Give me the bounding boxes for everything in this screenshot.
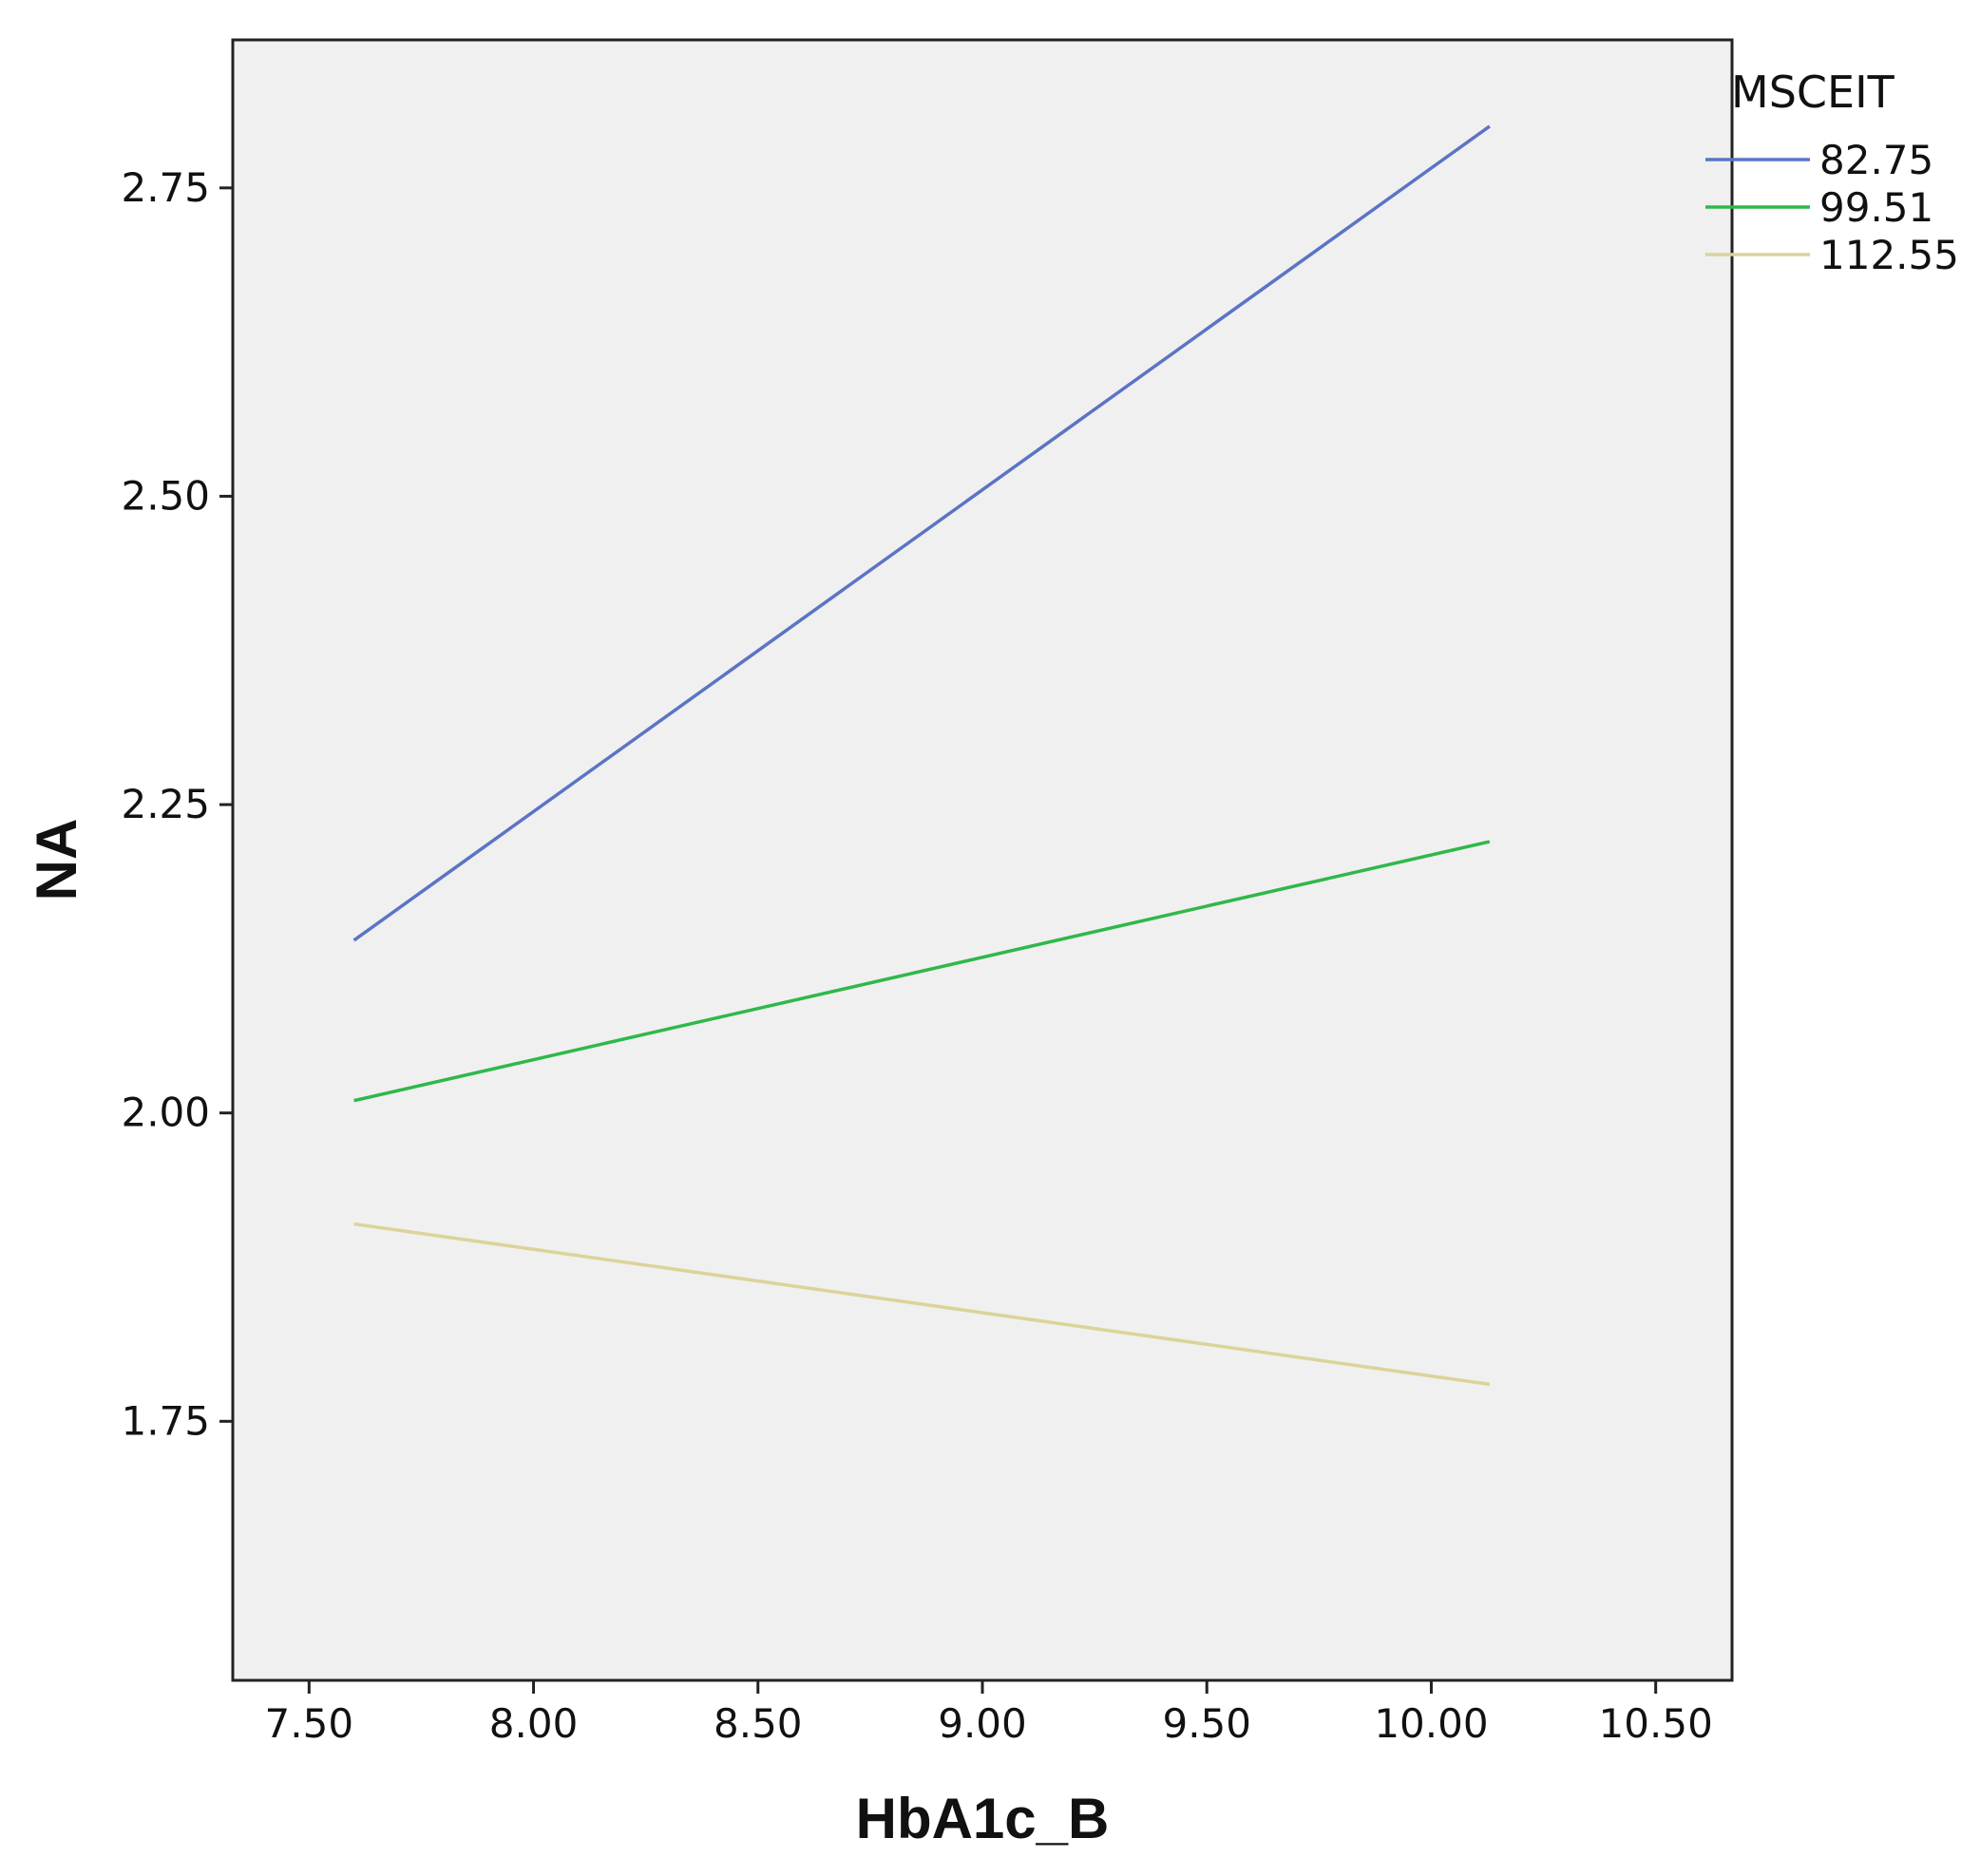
x-tick-label: 9.50 (1162, 1700, 1251, 1747)
legend-label: 82.75 (1819, 137, 1933, 183)
x-axis-title: HbA1c_B (856, 1787, 1110, 1850)
y-tick-label: 2.25 (121, 781, 210, 827)
x-tick-label: 8.50 (714, 1700, 803, 1747)
series-line (352, 124, 1491, 942)
y-tick-label: 2.75 (121, 164, 210, 211)
y-axis: 1.75 2.00 2.25 2.50 2.75 (121, 164, 233, 1444)
x-tick-label: 7.50 (265, 1700, 354, 1747)
y-tick-label: 2.50 (121, 472, 210, 519)
x-tick-label: 10.50 (1599, 1700, 1713, 1747)
x-tick-label: 10.00 (1374, 1700, 1488, 1747)
x-axis: 7.50 8.00 8.50 9.00 9.50 10.00 10.50 (265, 1680, 1713, 1747)
legend-title: MSCEIT (1731, 66, 1895, 118)
plot-area (231, 38, 1734, 1682)
series-lines (352, 124, 1491, 1387)
legend-label: 99.51 (1819, 184, 1933, 231)
series-line (353, 1222, 1491, 1387)
y-tick-label: 2.00 (121, 1090, 210, 1136)
y-tick-label: 1.75 (121, 1397, 210, 1444)
series-line (353, 840, 1491, 1103)
x-tick-label: 9.00 (938, 1700, 1027, 1747)
legend-label: 112.55 (1819, 232, 1959, 278)
x-tick-label: 8.00 (489, 1700, 579, 1747)
y-axis-title: NA (25, 819, 88, 901)
